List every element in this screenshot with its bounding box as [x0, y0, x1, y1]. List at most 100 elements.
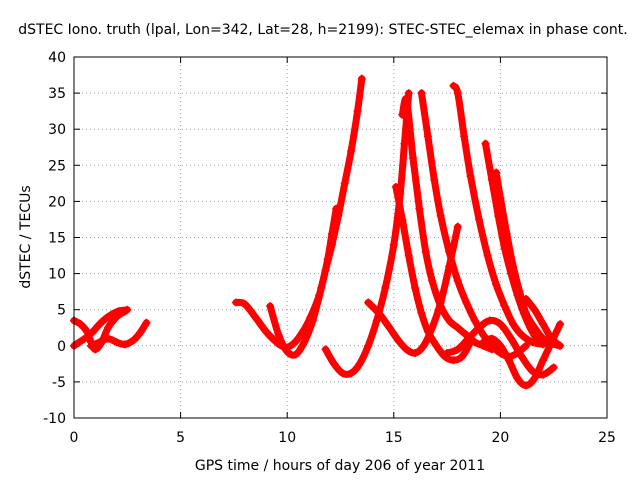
data-point	[266, 302, 275, 311]
data-point	[104, 334, 113, 343]
data-point	[432, 341, 441, 350]
data-point	[76, 320, 85, 329]
data-point	[323, 255, 332, 264]
data-point	[408, 154, 417, 163]
data-point	[466, 172, 475, 181]
y-tick-label: -5	[52, 375, 66, 391]
data-point	[385, 323, 394, 332]
data-point	[517, 352, 526, 361]
data-point	[321, 345, 330, 354]
data-point	[485, 316, 494, 325]
data-point	[487, 341, 496, 350]
series-trace	[492, 169, 564, 350]
data-point	[528, 338, 537, 347]
data-point	[460, 132, 469, 141]
data-point	[381, 284, 390, 293]
data-point	[87, 341, 96, 350]
data-point	[492, 168, 501, 177]
data-point	[436, 302, 445, 311]
data-point	[492, 280, 501, 289]
data-point	[76, 337, 85, 346]
series-trace	[232, 75, 366, 351]
data-point	[515, 287, 524, 296]
data-point	[500, 302, 509, 311]
data-point	[423, 132, 432, 141]
y-tick-label: 0	[57, 339, 66, 355]
data-point	[449, 81, 458, 90]
data-point	[445, 247, 454, 256]
data-point	[421, 247, 430, 256]
data-point	[453, 222, 462, 231]
data-point	[330, 359, 339, 368]
data-point	[411, 284, 420, 293]
data-point	[364, 341, 373, 350]
data-point	[458, 352, 467, 361]
data-point	[398, 110, 407, 119]
data-point	[470, 338, 479, 347]
data-point	[479, 338, 488, 347]
data-point	[332, 204, 341, 213]
series-5	[266, 204, 341, 359]
data-point	[417, 309, 426, 318]
data-point	[104, 323, 113, 332]
data-point	[521, 341, 530, 350]
data-series	[70, 74, 565, 390]
data-point	[136, 328, 145, 337]
data-point	[355, 359, 364, 368]
data-point	[513, 374, 522, 383]
data-point	[449, 356, 458, 365]
data-point	[528, 367, 537, 376]
data-point	[82, 327, 91, 336]
data-point	[291, 350, 300, 359]
y-tick-label: 10	[48, 267, 66, 283]
data-point	[374, 309, 383, 318]
plot-frame	[73, 56, 608, 419]
y-tick-label: 25	[48, 158, 66, 174]
data-point	[517, 330, 526, 339]
data-point	[479, 330, 488, 339]
data-point	[464, 334, 473, 343]
series-11	[449, 81, 548, 349]
data-point	[283, 347, 292, 356]
x-tick-label: 10	[278, 430, 296, 446]
data-point	[539, 356, 548, 365]
data-point	[419, 341, 428, 350]
data-point	[261, 327, 270, 336]
data-point	[402, 96, 411, 105]
series-12	[479, 320, 565, 390]
data-point	[453, 323, 462, 332]
data-point	[121, 307, 130, 316]
data-point	[507, 334, 516, 343]
data-point	[487, 334, 496, 343]
data-point	[509, 320, 518, 329]
data-point	[274, 330, 283, 339]
x-tick-label: 15	[385, 430, 403, 446]
data-point	[112, 338, 121, 347]
data-point	[453, 345, 462, 354]
data-point	[521, 294, 530, 303]
data-point	[549, 363, 558, 372]
y-tick-label: 40	[48, 50, 66, 66]
data-point	[121, 340, 130, 349]
x-axis-label: GPS time / hours of day 206 of year 2011	[195, 458, 485, 474]
data-point	[317, 284, 326, 293]
data-point	[112, 312, 121, 321]
chart-title: dSTEC Iono. truth (lpal, Lon=342, Lat=28…	[18, 22, 627, 38]
data-point	[404, 251, 413, 260]
data-point	[539, 370, 548, 379]
data-point	[462, 298, 471, 307]
data-point	[142, 318, 151, 327]
data-point	[372, 316, 381, 325]
data-point	[232, 298, 241, 307]
data-point	[300, 338, 309, 347]
data-point	[289, 339, 298, 348]
y-tick-label: 20	[48, 194, 66, 210]
data-point	[496, 320, 505, 329]
data-point	[443, 349, 452, 358]
x-tick-label: 0	[70, 430, 79, 446]
data-point	[453, 276, 462, 285]
data-point	[327, 229, 336, 238]
x-tick-label: 25	[598, 430, 616, 446]
data-point	[129, 336, 138, 345]
